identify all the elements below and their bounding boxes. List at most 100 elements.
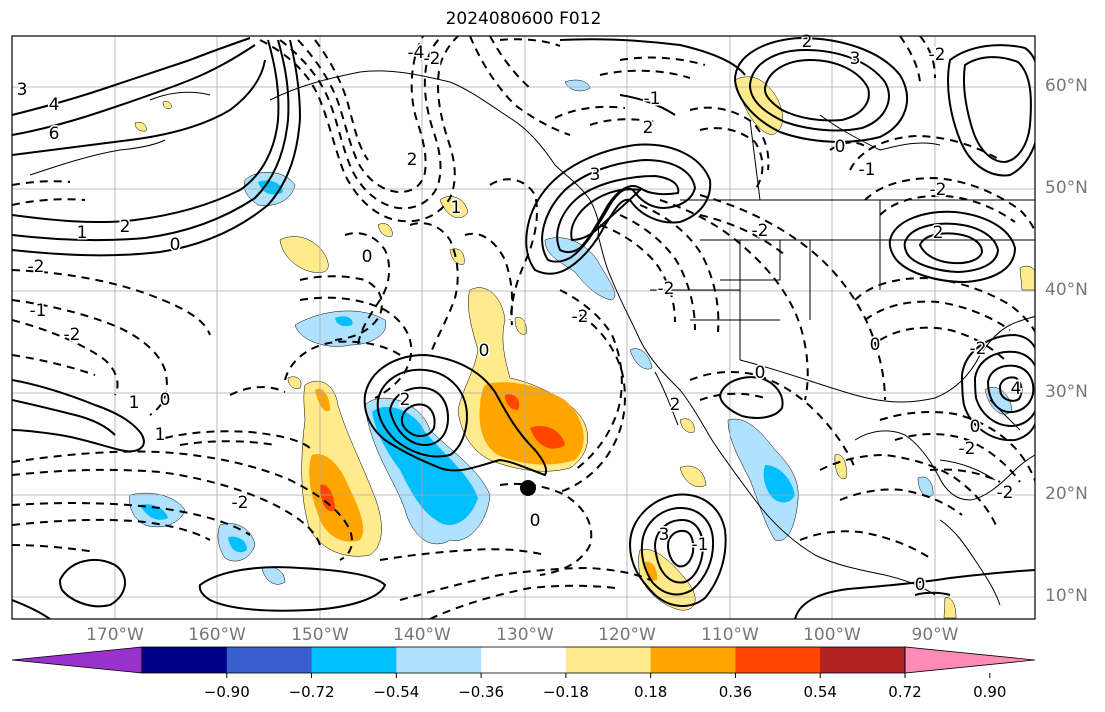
longitude-label: 90°W (911, 625, 959, 645)
colorbar-tick-label: −0.72 (288, 683, 335, 701)
contour-label: 3 (850, 49, 861, 69)
latitude-label: 20°N (1045, 484, 1088, 504)
contour-label: 0 (362, 247, 373, 267)
latitude-label: 10°N (1045, 586, 1088, 606)
contour-label: -2 (572, 307, 589, 327)
contour-label: -2 (424, 49, 441, 69)
shade-pos-mid (309, 454, 364, 542)
shade-neg-small (727, 418, 799, 541)
longitude-label: 150°W (291, 625, 349, 645)
contour-label: 0 (870, 335, 881, 355)
contour-label: -2 (970, 339, 987, 359)
shade-pos-high (320, 484, 335, 512)
shade-pos-high (505, 394, 520, 410)
storm-center-marker (520, 480, 536, 496)
shade-neg-mid (372, 406, 478, 526)
contour-label: -1 (692, 535, 709, 555)
contour-label: -2 (28, 257, 45, 277)
longitude-label: 120°W (598, 625, 656, 645)
colorbar-segment (226, 647, 313, 673)
shade-pos-small (943, 597, 957, 619)
colorbar-outline (141, 646, 906, 674)
latitude-label: 30°N (1045, 382, 1088, 402)
colorbar-tick-label: 0.72 (888, 683, 922, 701)
shade-neg-mid (140, 504, 168, 520)
contour-label: 2 (407, 150, 418, 170)
colorbar-segment (820, 647, 906, 673)
shade-neg-mid (335, 316, 353, 327)
colorbar-tick-label: −0.18 (542, 683, 589, 701)
latitude-label: 50°N (1045, 178, 1088, 198)
shade-pos-small (279, 236, 329, 273)
map-title: 2024080600 F012 (445, 9, 602, 29)
shade-pos-small (679, 418, 695, 433)
contour-label: 0 (915, 575, 926, 595)
contour-label: 2 (400, 390, 411, 410)
shade-pos-small (834, 454, 847, 480)
contour-label: -2 (64, 325, 81, 345)
contour-label: 3 (17, 80, 28, 100)
colorbar (11, 646, 1036, 678)
shade-pos-small (1019, 265, 1035, 291)
shade-pos-small (514, 317, 527, 335)
contour-label: 3 (659, 525, 670, 545)
contour-label: 1 (451, 198, 462, 218)
contour-label: -2 (232, 493, 249, 513)
contour-label: 1 (155, 425, 166, 445)
contour-label: 2 (670, 395, 681, 415)
contour-label: -2 (997, 483, 1014, 503)
shade-neg-mid (228, 536, 247, 553)
contour-label: 0 (755, 363, 766, 383)
contours-dashed (12, 36, 1035, 619)
colorbar-tick-label: −0.36 (458, 683, 505, 701)
colorbar-segment (481, 647, 567, 673)
colorbar-tick-label: −0.54 (373, 683, 420, 701)
map-frame (11, 35, 1036, 620)
contours (12, 36, 1035, 619)
latitude-label: 60°N (1045, 76, 1088, 96)
longitude-label: 160°W (188, 625, 246, 645)
shade-pos-small (134, 122, 147, 132)
colorbar-segment (311, 647, 397, 673)
latitude-label: 40°N (1045, 280, 1088, 300)
contour-label: 0 (530, 511, 541, 531)
shade-pos-small (377, 223, 393, 237)
contour-label: -2 (752, 221, 769, 241)
colorbar-extend-low (11, 646, 143, 674)
shade-pos-high (530, 425, 565, 449)
shade-pos-small (162, 101, 172, 109)
coastlines (29, 70, 1035, 606)
contour-label: 3 (590, 165, 601, 185)
colorbar-tick-label: −0.90 (203, 683, 250, 701)
shade-neg-mid (763, 465, 795, 503)
contour-label: 2 (120, 217, 131, 237)
contour-label: 2 (643, 118, 654, 138)
colorbar-segment (396, 647, 482, 673)
contour-label: -1 (644, 89, 661, 109)
colorbar-segment (142, 647, 228, 673)
contour-label: -2 (959, 439, 976, 459)
shade-pos-small (287, 376, 302, 389)
colorbar-tick-label: 0.90 (973, 683, 1007, 701)
longitude-label: 140°W (393, 625, 451, 645)
contour-label: 1 (129, 393, 140, 413)
colorbar-segment (650, 647, 736, 673)
contour-label: 2 (933, 223, 944, 243)
shade-neg-small (294, 310, 386, 347)
shade-neg-small (564, 79, 591, 92)
longitude-label: 130°W (496, 625, 554, 645)
contour-label: 0 (835, 137, 846, 157)
shade-pos-mid (315, 388, 330, 412)
graticule (12, 36, 1035, 619)
contour-label: 4 (1011, 379, 1022, 399)
contour-label: -4 (408, 43, 425, 63)
contour-label: 1 (77, 223, 88, 243)
shade-pos-small (679, 465, 707, 488)
longitude-label: 110°W (701, 625, 759, 645)
colorbar-segment (735, 647, 821, 673)
contour-label: 2 (802, 32, 813, 52)
contour-label: -2 (929, 45, 946, 65)
shade-neg-small (544, 237, 616, 301)
